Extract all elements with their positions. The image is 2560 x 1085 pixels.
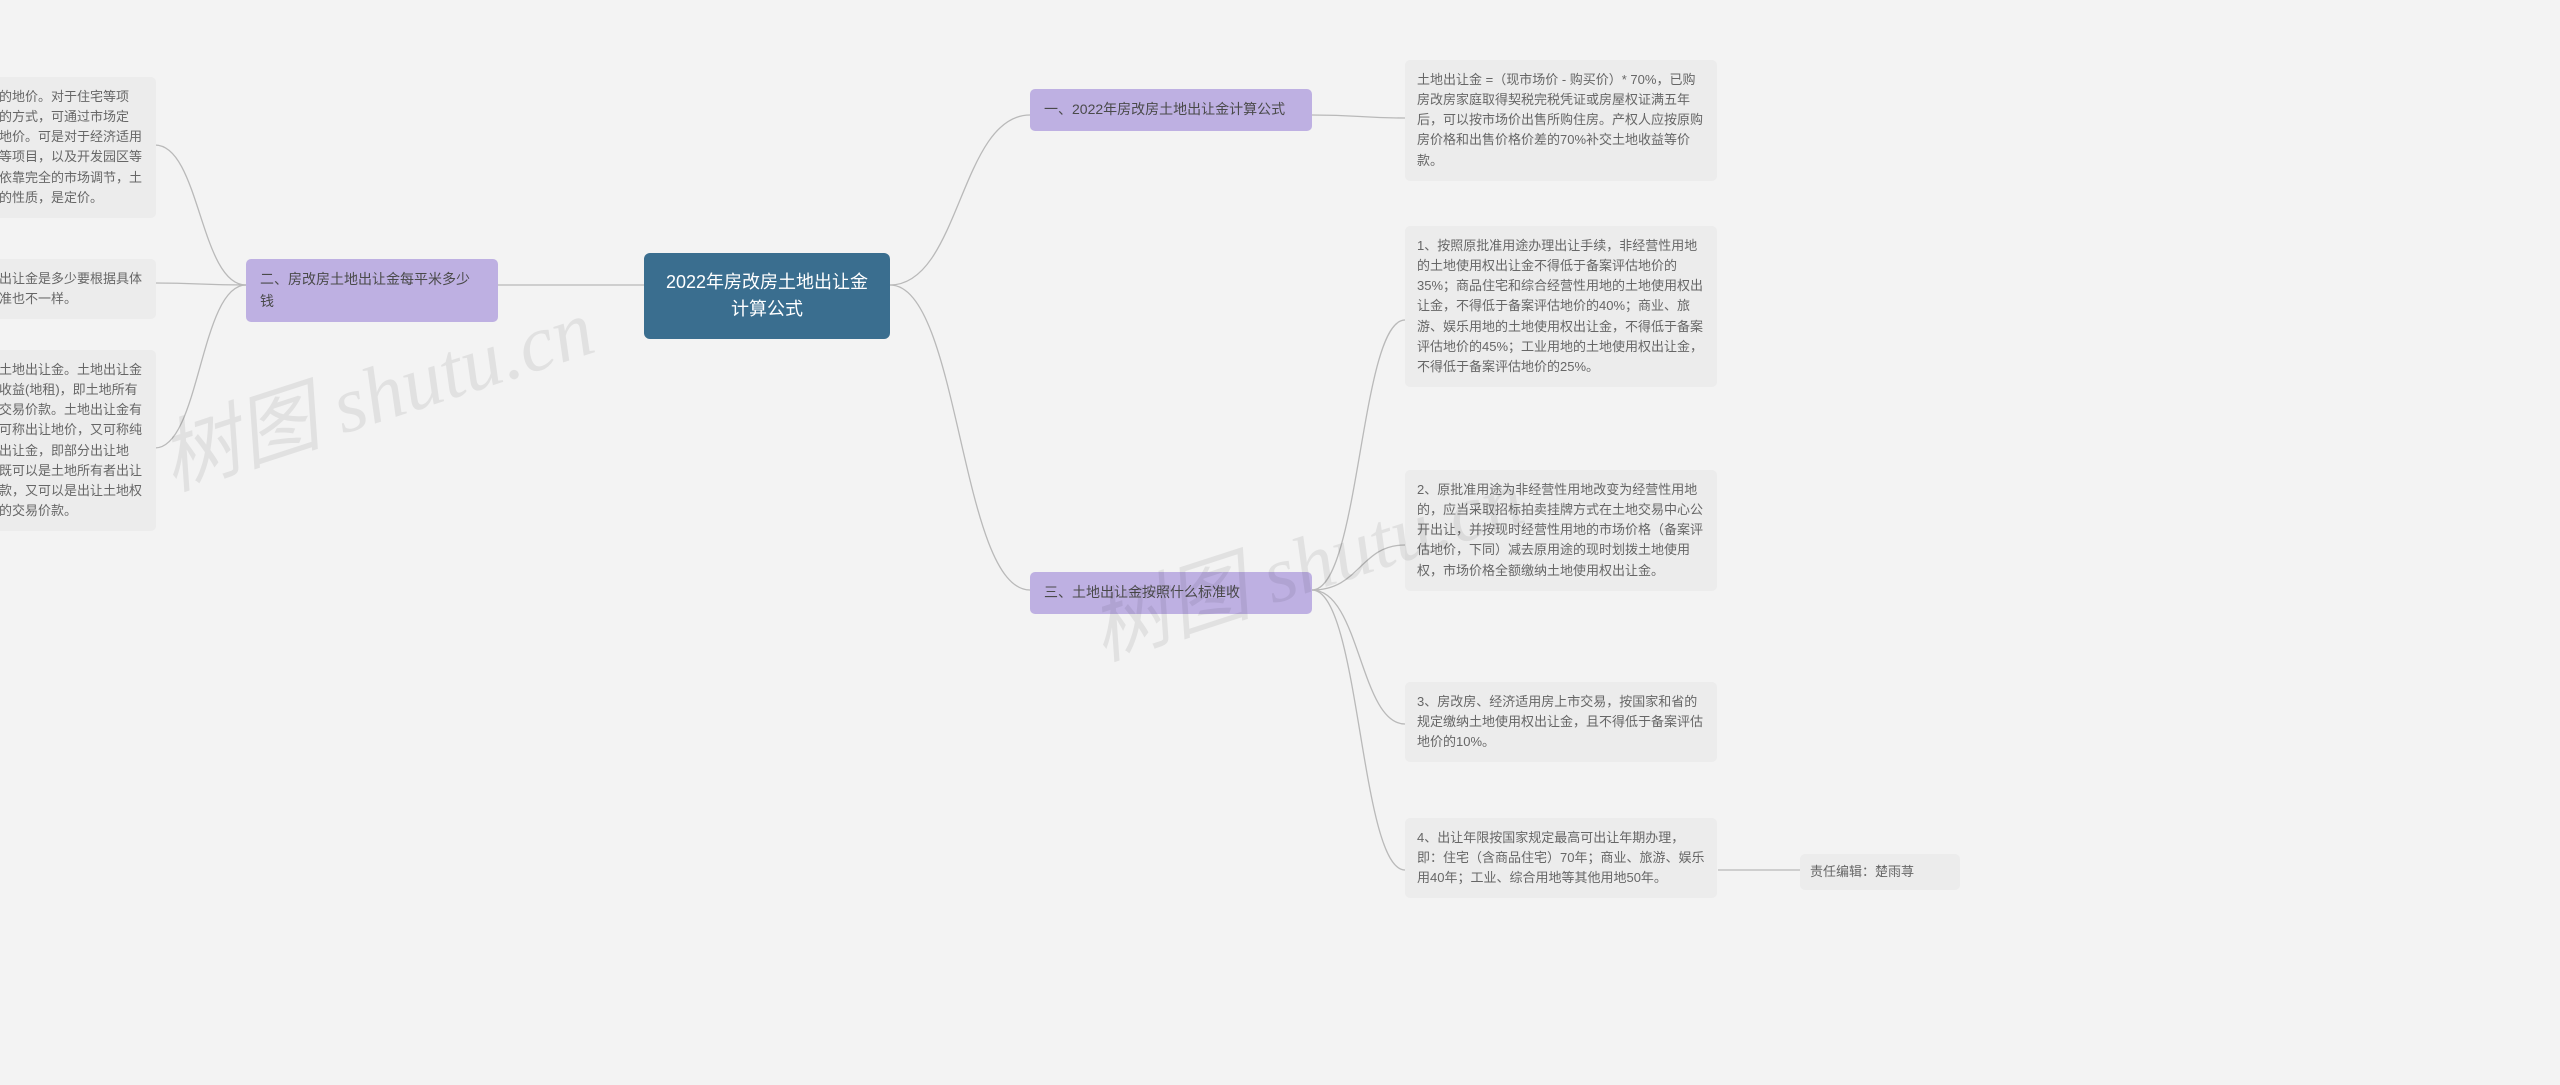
leaf-3-4[interactable]: 4、出让年限按国家规定最高可出让年期办理，即：住宅（含商品住宅）70年；商业、旅… [1405,818,1717,898]
leaf-2-3-text: 房改房过户要需要交土地出让金。土地出让金是政府要收取的土地收益(地租)，即土地所… [0,362,142,518]
leaf-2-1-text: 土地出让金不是简单的地价。对于住宅等项目，采用招标、拍卖的方式，可通过市场定价，… [0,89,142,205]
editor-label: 责任编辑：楚雨荨 [1810,864,1914,879]
branch-2-label-l2: 钱 [260,293,274,309]
branch-2[interactable]: 二、房改房土地出让金每平米多少 钱 [246,259,498,322]
root-title-line2: 计算公式 [731,299,803,319]
leaf-3-2-text: 2、原批准用途为非经营性用地改变为经营性用地的，应当采取招标拍卖挂牌方式在土地交… [1417,482,1703,578]
leaf-3-4-text: 4、出让年限按国家规定最高可出让年期办理，即：住宅（含商品住宅）70年；商业、旅… [1417,830,1704,885]
editor-credit[interactable]: 责任编辑：楚雨荨 [1800,854,1960,890]
leaf-2-3[interactable]: 房改房过户要需要交土地出让金。土地出让金是政府要收取的土地收益(地租)，即土地所… [0,350,156,531]
branch-1-label: 一、2022年房改房土地出让金计算公式 [1044,101,1285,117]
leaf-3-3[interactable]: 3、房改房、经济适用房上市交易，按国家和省的规定缴纳土地使用权出让金，且不得低于… [1405,682,1717,762]
branch-3[interactable]: 三、土地出让金按照什么标准收 [1030,572,1312,614]
leaf-3-1[interactable]: 1、按照原批准用途办理出让手续，非经营性用地的土地使用权出让金不得低于备案评估地… [1405,226,1717,387]
branch-1[interactable]: 一、2022年房改房土地出让金计算公式 [1030,89,1312,131]
leaf-2-2-text: 因此，房改房的土地出让金是多少要根据具体的情况来。各地的标准也不一样。 [0,271,142,306]
root-node[interactable]: 2022年房改房土地出让金 计算公式 [644,253,890,339]
leaf-3-1-text: 1、按照原批准用途办理出让手续，非经营性用地的土地使用权出让金不得低于备案评估地… [1417,238,1703,374]
leaf-2-2[interactable]: 因此，房改房的土地出让金是多少要根据具体的情况来。各地的标准也不一样。 [0,259,156,319]
leaf-1-1-text: 土地出让金 =（现市场价 - 购买价）* 70%，已购房改房家庭取得契税完税凭证… [1417,72,1703,168]
leaf-2-1[interactable]: 土地出让金不是简单的地价。对于住宅等项目，采用招标、拍卖的方式，可通过市场定价，… [0,77,156,218]
leaf-3-3-text: 3、房改房、经济适用房上市交易，按国家和省的规定缴纳土地使用权出让金，且不得低于… [1417,694,1703,749]
branch-3-label: 三、土地出让金按照什么标准收 [1044,584,1240,600]
leaf-3-2[interactable]: 2、原批准用途为非经营性用地改变为经营性用地的，应当采取招标拍卖挂牌方式在土地交… [1405,470,1717,591]
branch-2-label-l1: 二、房改房土地出让金每平米多少 [260,271,470,287]
leaf-1-1[interactable]: 土地出让金 =（现市场价 - 购买价）* 70%，已购房改房家庭取得契税完税凭证… [1405,60,1717,181]
mindmap-canvas: 2022年房改房土地出让金 计算公式 一、2022年房改房土地出让金计算公式 土… [0,0,2560,1085]
root-title-line1: 2022年房改房土地出让金 [666,272,868,292]
connectors [0,0,2560,1085]
